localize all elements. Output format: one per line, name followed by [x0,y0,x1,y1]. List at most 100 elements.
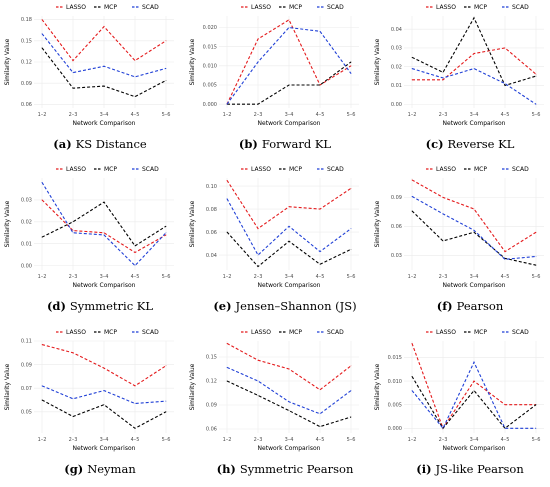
data-point [226,198,228,200]
data-point [319,413,321,415]
x-tick-label: 1–2 [223,274,232,280]
data-point [442,77,444,79]
data-point [257,38,259,40]
legend-entry: LASSO [436,329,456,336]
panel-caption: (e) Jensen–Shannon (JS) [213,299,356,313]
data-point [535,427,537,429]
data-point [257,266,259,267]
chart-panel-d: LASSO MCP SCAD 0.00 0.01 0.02 0.03 1–2 2–3 3–4 4–5… [4,166,174,313]
y-tick-label: 0.12 [21,60,32,66]
legend-entry: SCAD [327,329,344,336]
data-point [473,231,475,233]
panel-caption: (a) KS Distance [53,137,147,151]
x-tick-label: 2–3 [254,274,263,280]
legend-entry: LASSO [251,4,271,11]
x-tick-label: 1–2 [38,112,47,118]
data-point [319,251,321,252]
legend-entry: SCAD [142,4,159,11]
data-point [288,368,290,370]
data-point [319,84,321,86]
x-axis-title: Network Comparison [73,282,136,289]
data-point [41,399,43,401]
data-point [72,352,74,354]
panel-caption: (h) Symmetric Pearson [217,462,354,476]
panel-letter: (f) [437,299,457,313]
legend-entry: LASSO [251,166,271,173]
x-tick-label: 1–2 [38,274,47,280]
data-point [535,256,537,257]
x-tick-label: 2–3 [254,112,263,118]
x-tick-label: 5–6 [347,112,356,118]
panel-letter: (d) [47,299,70,313]
data-point [134,60,136,61]
y-tick-label: 0.005 [388,402,402,408]
chart-panel-g: LASSO MCP SCAD 0.05 0.07 0.09 0.11 1–2 2–3 3–4 4–5… [4,329,174,476]
x-tick-label: 3–4 [285,274,294,280]
x-tick-label: 5–6 [532,437,541,443]
panel-caption: (b) Forward KL [239,137,332,151]
y-tick-label: 0.000 [388,426,402,432]
legend-entry: SCAD [512,329,529,336]
data-point [288,84,290,86]
data-point [41,33,43,35]
data-point [473,229,475,231]
data-point [257,61,259,63]
panel-caption: (g) Neyman [64,462,136,476]
data-point [411,376,413,377]
y-axis-title: Similarity Value [189,200,196,247]
legend-entry: SCAD [327,166,344,173]
data-point [226,367,228,368]
panel-letter: (b) [239,137,262,151]
x-tick-label: 4–5 [316,437,325,443]
chart-panel-a: LASSO MCP SCAD 0.06 0.09 0.12 0.15 0.18 1–2 2–3 3–… [4,4,174,151]
data-point [535,75,537,77]
x-tick-label: 4–5 [316,112,325,118]
data-point [41,182,43,183]
x-tick-label: 3–4 [470,112,479,118]
legend-entry: LASSO [66,166,86,173]
data-point [535,231,537,233]
data-point [103,404,105,406]
y-tick-label: 0.12 [206,379,217,385]
legend-entry: SCAD [512,166,529,173]
y-tick-label: 0.10 [206,184,217,190]
data-point [442,79,444,81]
data-point [350,228,352,229]
data-point [473,390,475,391]
data-point [257,359,259,361]
data-point [165,225,167,227]
data-point [473,380,475,382]
data-point [504,427,506,429]
data-point [350,188,352,189]
x-tick-label: 3–4 [470,437,479,443]
data-point [535,73,537,75]
panel-caption: (d) Symmetric KL [47,299,153,313]
data-point [504,47,506,49]
y-tick-label: 0.00 [391,102,402,108]
panel-title: Neyman [87,462,136,476]
data-point [103,367,105,369]
y-axis-title: Similarity Value [374,200,381,247]
y-axis-title: Similarity Value [4,200,11,247]
x-tick-label: 2–3 [254,437,263,443]
legend-entry: SCAD [142,329,159,336]
data-point [288,401,290,403]
x-tick-label: 5–6 [347,437,356,443]
data-point [72,221,74,223]
y-tick-label: 0.09 [391,195,402,201]
data-point [165,80,167,81]
data-point [165,400,167,402]
x-tick-label: 1–2 [408,437,417,443]
x-tick-label: 4–5 [501,112,510,118]
data-point [442,427,444,429]
x-tick-label: 4–5 [131,112,140,118]
x-tick-label: 2–3 [439,274,448,280]
data-point [411,56,413,58]
x-tick-label: 1–2 [223,437,232,443]
chart-panel-c: LASSO MCP SCAD 0.00 0.01 0.02 0.03 0.04 1–2 2–3 3–… [374,4,544,151]
data-point [103,26,105,27]
panel-title: Reverse KL [448,137,515,151]
legend-entry: SCAD [512,4,529,11]
y-tick-label: 0.09 [21,81,32,87]
x-tick-label: 2–3 [69,112,78,118]
